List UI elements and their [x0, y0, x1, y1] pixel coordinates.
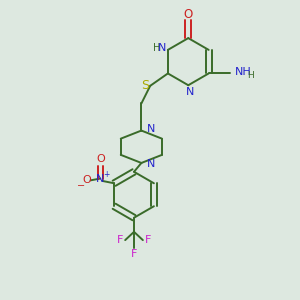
Text: N: N [147, 159, 156, 170]
Text: N: N [96, 174, 104, 184]
Text: NH: NH [235, 67, 252, 77]
Text: O: O [83, 175, 92, 185]
Text: N: N [186, 87, 194, 97]
Text: O: O [96, 154, 105, 164]
Text: H: H [248, 71, 254, 80]
Text: +: + [103, 170, 110, 179]
Text: F: F [145, 235, 151, 245]
Text: F: F [131, 249, 137, 259]
Text: H: H [153, 44, 160, 53]
Text: S: S [141, 79, 149, 92]
Text: −: − [77, 181, 85, 190]
Text: N: N [147, 124, 156, 134]
Text: N: N [158, 43, 166, 52]
Text: F: F [117, 235, 123, 245]
Text: O: O [184, 8, 193, 21]
